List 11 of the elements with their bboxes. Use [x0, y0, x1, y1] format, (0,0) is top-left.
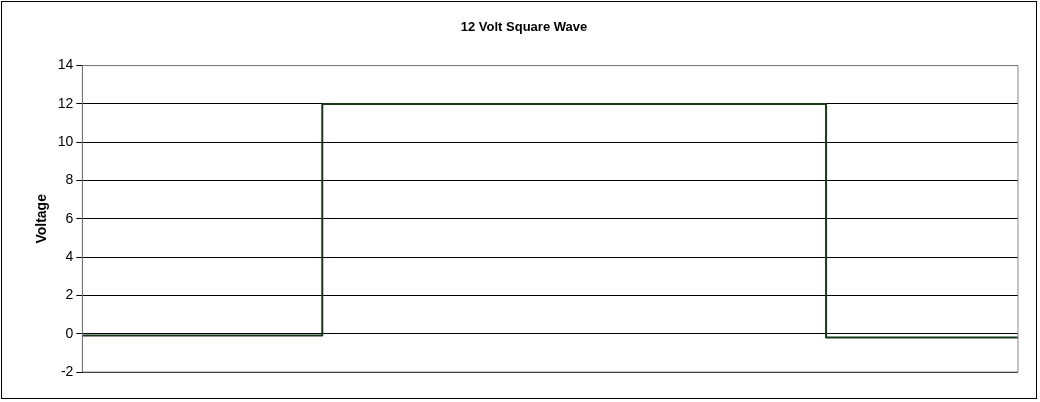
- y-tick-label: 14: [57, 56, 74, 73]
- y-tick-label: 10: [57, 133, 74, 150]
- y-tick-label: -2: [60, 362, 74, 379]
- y-tick-label: 8: [65, 171, 74, 188]
- y-tick-label: 4: [65, 247, 74, 264]
- chart-title: 12 Volt Square Wave: [460, 19, 588, 35]
- y-tick-label: 6: [65, 209, 74, 226]
- y-axis-title: Voltage: [33, 193, 50, 244]
- y-tick-label: 2: [65, 286, 74, 303]
- y-tick-label: 0: [65, 324, 74, 341]
- y-tick-label: 12: [57, 94, 74, 111]
